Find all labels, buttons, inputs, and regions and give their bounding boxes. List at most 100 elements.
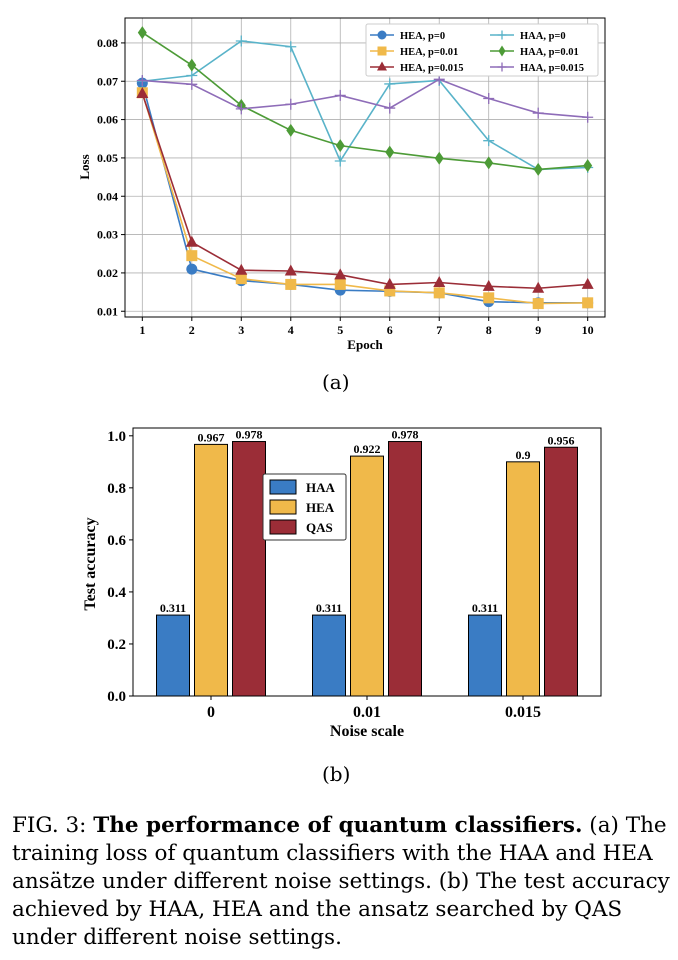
loss-legend-marker: [377, 30, 387, 40]
loss-point: [484, 156, 494, 170]
loss-series-line: [141, 93, 588, 290]
loss-point: [483, 93, 495, 104]
loss-point: [533, 162, 543, 176]
accuracy-bar: [350, 455, 384, 697]
loss-point: [334, 268, 347, 280]
loss-legend-label: HEA, p=0.01: [400, 47, 458, 58]
subfigure-label-b: (b): [322, 762, 351, 786]
accuracy-ytick-label: 0.4: [107, 585, 126, 601]
loss-series-line: [141, 92, 588, 305]
loss-point: [335, 139, 345, 153]
loss-point: [187, 58, 197, 72]
accuracy-chart-bars: 0.311 0.967 0.978 0.311 0.922 0.978 0.311 0.9 0.…: [156, 428, 578, 697]
loss-chart-legend: HEA, p=0 HEA, p=0.01 HEA, p=0.015 HAA, p=0 H…: [365, 23, 599, 77]
loss-xtick-label: 9: [535, 323, 541, 337]
loss-xtick-label: 5: [337, 323, 343, 337]
accuracy-bar-label: 0.956: [548, 433, 575, 447]
loss-legend-label: HEA, p=0.015: [400, 63, 463, 74]
accuracy-bar: [506, 461, 540, 697]
loss-point: [235, 103, 247, 115]
accuracy-bar-label: 0.978: [236, 428, 263, 442]
accuracy-ytick-label: 0.8: [107, 481, 126, 497]
loss-point: [186, 263, 198, 275]
accuracy-legend-label: HEA: [306, 500, 335, 515]
accuracy-bar-label: 0.922: [354, 442, 381, 456]
loss-point: [483, 135, 495, 147]
loss-point: [532, 298, 544, 310]
loss-legend-marker: [497, 62, 507, 72]
loss-legend-marker: [377, 61, 387, 71]
loss-series-line: [141, 82, 588, 304]
loss-xtick-label: 6: [387, 323, 393, 337]
loss-point: [286, 123, 296, 137]
accuracy-bar-label: 0.9: [516, 448, 531, 462]
accuracy-ytick-label: 0.2: [107, 637, 126, 653]
caption-lead: FIG. 3:: [12, 813, 94, 838]
loss-legend-label: HEA, p=0: [400, 31, 445, 42]
loss-chart-series: [136, 26, 594, 310]
loss-point: [285, 278, 297, 290]
accuracy-bar-label: 0.311: [472, 601, 498, 615]
loss-point: [581, 277, 594, 289]
loss-ytick-label: 0.04: [97, 189, 118, 203]
loss-point: [285, 98, 297, 110]
loss-point: [334, 278, 346, 290]
accuracy-bar-label: 0.967: [198, 430, 225, 444]
accuracy-bar: [388, 441, 422, 697]
caption-body: (a) The training loss of quantum classif…: [12, 813, 670, 950]
accuracy-legend-swatch: [269, 499, 297, 515]
accuracy-bar-label: 0.311: [316, 601, 342, 615]
loss-legend-marker: [377, 46, 387, 56]
accuracy-chart: 0.311 0.967 0.978 0.311 0.922 0.978 0.311 0.9 0.…: [82, 427, 602, 740]
loss-point: [434, 151, 444, 165]
loss-point: [235, 35, 247, 47]
accuracy-chart-ticks: 0 0.01 0.015 0.0 0.2 0.4 0.6 0.8 1.0: [107, 429, 541, 721]
loss-point: [235, 263, 248, 275]
loss-legend-marker: [498, 45, 506, 57]
accuracy-bar: [468, 614, 502, 697]
loss-point: [532, 107, 544, 119]
loss-xtick-label: 1: [139, 323, 145, 337]
loss-chart-ylabel: Loss: [77, 154, 92, 179]
subfigure-label-a: (a): [322, 370, 350, 394]
accuracy-xtick-label: 0.01: [353, 704, 381, 721]
accuracy-bar: [312, 614, 346, 697]
accuracy-ytick-label: 0.6: [107, 533, 126, 549]
loss-chart-frame: [124, 17, 606, 318]
accuracy-bar: [194, 443, 228, 697]
loss-ytick-label: 0.07: [97, 74, 118, 88]
loss-point: [384, 78, 396, 90]
accuracy-bar: [544, 446, 578, 697]
accuracy-bar-label: 0.311: [160, 601, 186, 615]
accuracy-legend-label: HAA: [306, 480, 336, 495]
loss-point: [582, 111, 594, 123]
loss-series-line: [141, 31, 588, 171]
accuracy-xtick-label: 0.015: [505, 704, 541, 721]
accuracy-bar: [232, 441, 266, 697]
loss-point: [433, 287, 445, 299]
accuracy-legend-label: QAS: [306, 520, 333, 535]
loss-point: [433, 276, 446, 287]
loss-point: [582, 297, 594, 309]
loss-point: [285, 41, 297, 53]
loss-xtick-label: 8: [486, 323, 492, 337]
loss-chart-ticks: 1 2 3 4 5 6 7 8 9 10 0.01 0.02 0.03 0.04 0.05 0.06 0.07 0…: [97, 36, 594, 337]
loss-xtick-label: 3: [238, 323, 244, 337]
loss-point: [483, 292, 495, 304]
loss-point: [137, 26, 147, 40]
caption-title: The performance of quantum classifiers.: [93, 813, 583, 838]
loss-point: [185, 235, 198, 247]
loss-point: [532, 281, 545, 293]
accuracy-chart-ylabel: Test accuracy: [82, 517, 99, 610]
loss-point: [384, 285, 396, 297]
loss-series-line: [142, 78, 588, 119]
loss-point: [383, 277, 396, 289]
loss-point: [235, 273, 247, 285]
loss-series-line: [142, 40, 588, 171]
loss-ytick-label: 0.05: [97, 151, 118, 165]
loss-ytick-label: 0.03: [97, 228, 118, 242]
loss-xtick-label: 7: [436, 323, 442, 337]
accuracy-legend-swatch: [269, 519, 297, 535]
loss-point: [186, 250, 198, 262]
figure-caption: FIG. 3: The performance of quantum class…: [12, 812, 672, 952]
